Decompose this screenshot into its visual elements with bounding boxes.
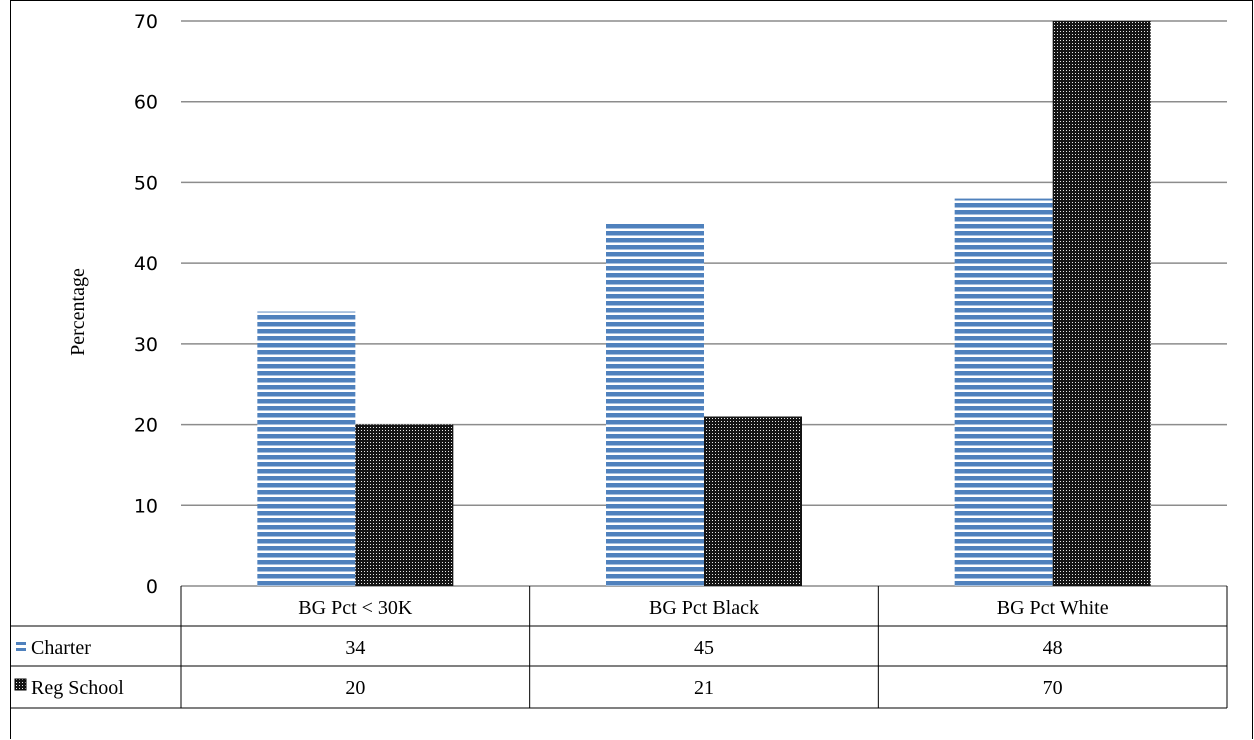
table-row-label-0: Charter (31, 637, 91, 659)
bar-reg-school-2 (1052, 21, 1151, 586)
bar-charter-1 (606, 222, 704, 587)
table-cell-0-0: 34 (345, 637, 365, 659)
legend-key-reg-school (14, 678, 27, 691)
y-tick-label: 40 (134, 253, 158, 275)
table-cell-1-0: 20 (345, 677, 365, 699)
table-cell-0-2: 48 (1043, 637, 1063, 659)
category-label-2: BG Pct White (997, 597, 1109, 619)
y-tick-label: 60 (134, 92, 158, 114)
category-label-0: BG Pct < 30K (298, 597, 413, 619)
bar-charter-2 (954, 198, 1053, 587)
table-cell-0-1: 45 (694, 637, 714, 659)
bar-reg-school-0 (355, 424, 454, 586)
bars (257, 21, 1151, 587)
y-tick-label: 50 (134, 172, 158, 194)
table-cell-1-2: 70 (1043, 677, 1063, 699)
y-tick-label: 30 (134, 334, 158, 356)
table-cell-1-1: 21 (694, 677, 714, 699)
y-axis-ticks: 0 10 20 30 40 50 60 70 (134, 11, 158, 598)
y-tick-label: 10 (134, 495, 158, 517)
data-table: BG Pct < 30K BG Pct Black BG Pct White Char… (10, 586, 1228, 709)
bar-charter-0 (257, 311, 356, 586)
bar-reg-school-1 (704, 416, 802, 586)
y-tick-label: 20 (134, 415, 158, 437)
category-label-1: BG Pct Black (649, 597, 759, 619)
chart-frame (10, 0, 1253, 739)
table-row-label-1: Reg School (31, 677, 124, 699)
y-tick-label: 70 (134, 11, 158, 33)
legend-key-charter (16, 642, 26, 651)
y-axis-label: Percentage (67, 268, 89, 356)
y-tick-label: 0 (146, 576, 158, 598)
